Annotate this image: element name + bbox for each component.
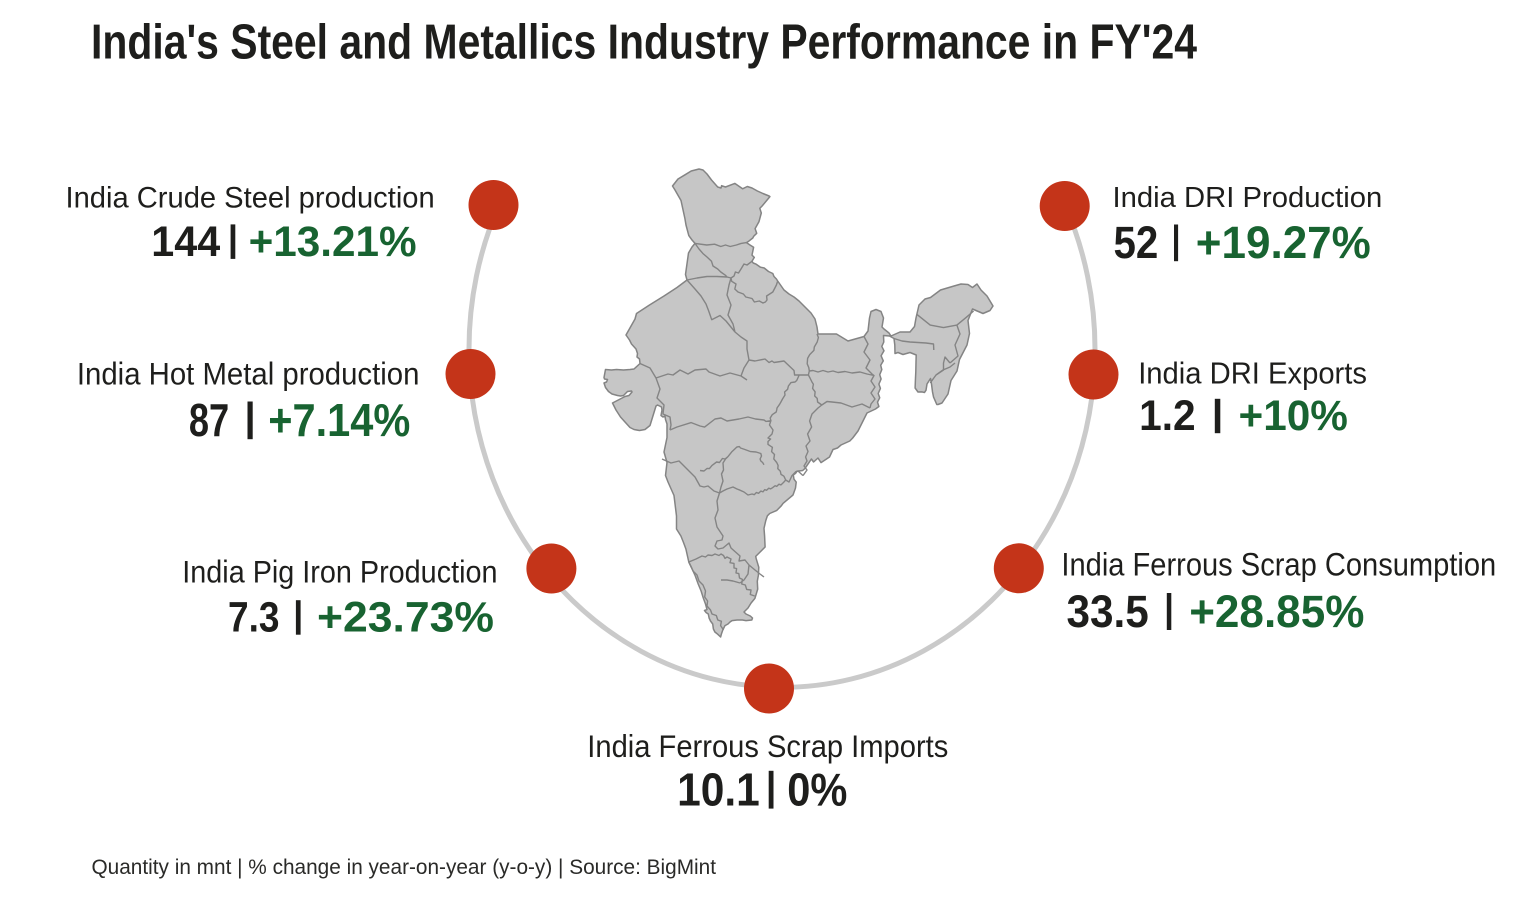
svg-text:India Hot Metal production: India Hot Metal production	[77, 357, 420, 392]
svg-text:10.1: 10.1	[677, 763, 760, 815]
svg-text:87: 87	[189, 394, 229, 446]
svg-text:33.5: 33.5	[1067, 586, 1149, 637]
svg-text:India's Steel and Metallics In: India's Steel and Metallics Industry Per…	[91, 15, 1197, 69]
svg-text:India Crude Steel production: India Crude Steel production	[66, 182, 435, 215]
svg-text:+23.73%: +23.73%	[317, 594, 494, 642]
svg-text:144: 144	[151, 218, 220, 266]
svg-text:7.3: 7.3	[228, 594, 280, 642]
svg-text:+10%: +10%	[1239, 392, 1348, 439]
svg-text:Quantity in mnt | % change i: Quantity in mnt | % change in year-on-ye…	[92, 855, 717, 879]
svg-text:India Ferrous Scrap Consumptio: India Ferrous Scrap Consumption	[1061, 545, 1496, 582]
svg-text:India Ferrous Scrap Imports: India Ferrous Scrap Imports	[587, 728, 948, 764]
svg-text:0%: 0%	[787, 763, 847, 815]
svg-text:1.2: 1.2	[1139, 392, 1196, 439]
svg-text:+19.27%: +19.27%	[1196, 217, 1371, 268]
svg-text:52: 52	[1114, 217, 1159, 268]
svg-text:+28.85%: +28.85%	[1189, 586, 1364, 637]
svg-text:India Pig Iron Production: India Pig Iron Production	[182, 555, 497, 590]
svg-text:+7.14%: +7.14%	[268, 394, 410, 446]
svg-text:India DRI Exports: India DRI Exports	[1138, 357, 1367, 391]
svg-text:India DRI Production: India DRI Production	[1113, 182, 1383, 214]
svg-text:+13.21%: +13.21%	[249, 218, 417, 266]
